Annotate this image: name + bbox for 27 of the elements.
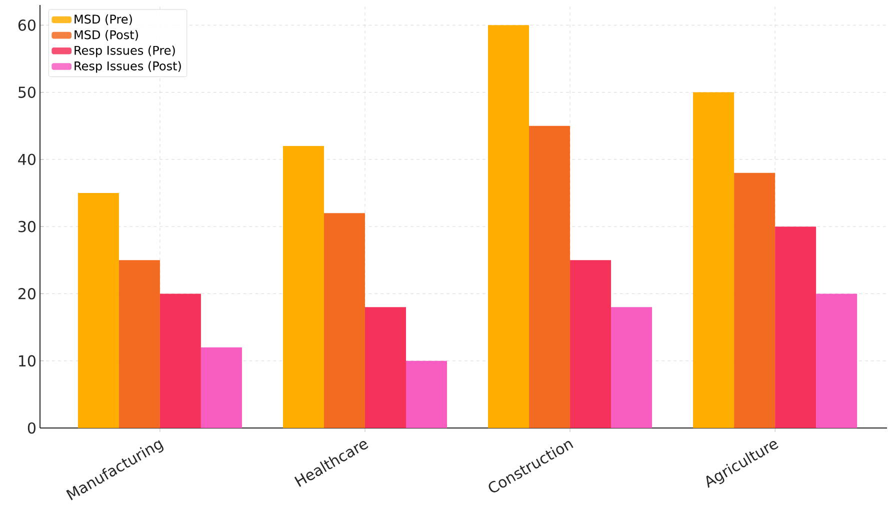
bar [529, 126, 570, 428]
y-tick-label: 60 [18, 19, 36, 31]
y-tick-label: 50 [18, 86, 36, 98]
bar [118, 260, 160, 428]
y-tick-label: 40 [18, 154, 36, 166]
bar [200, 347, 242, 428]
bar [324, 213, 365, 428]
legend-label: MSD (Post) [74, 30, 138, 41]
y-tick-label: 10 [19, 355, 36, 367]
bar [406, 360, 447, 428]
bar [775, 226, 816, 428]
bar [693, 92, 734, 428]
legend-label: Resp Issues (Pre) [74, 46, 175, 58]
y-tick-label: 30 [18, 220, 36, 232]
bar [364, 307, 406, 428]
bar [570, 260, 612, 428]
bar [816, 294, 858, 428]
legend-label: MSD (Pre) [74, 14, 132, 26]
y-tick-label: 0 [28, 422, 36, 434]
bar [282, 146, 324, 428]
legend-label: Resp Issues (Post) [74, 61, 181, 73]
bar [78, 193, 119, 428]
y-tick-label: 20 [18, 288, 36, 300]
bar [611, 307, 652, 428]
bar [734, 172, 776, 428]
bar [160, 294, 201, 428]
bar [488, 25, 530, 428]
